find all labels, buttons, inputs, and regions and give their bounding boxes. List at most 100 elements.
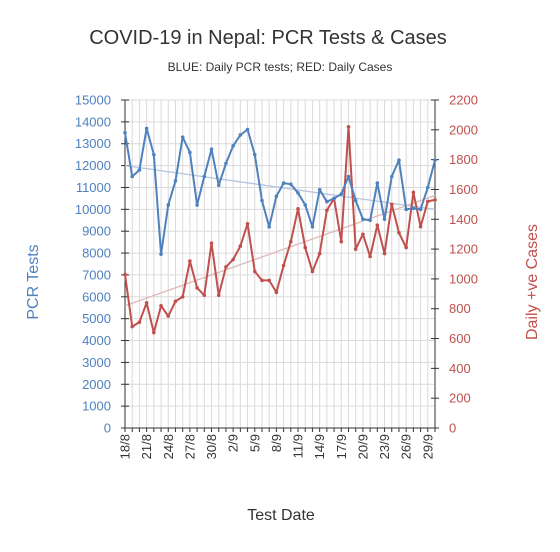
data-point-left: [238, 133, 243, 137]
x-axis-tick-label: 21/8: [139, 434, 154, 459]
left-axis-tick-label: 2000: [82, 377, 111, 392]
data-point-left: [325, 199, 329, 204]
data-point-left: [123, 131, 127, 135]
data-point-left: [433, 158, 437, 162]
right-axis-tick-label: 1800: [449, 152, 478, 167]
data-point-right: [260, 278, 264, 283]
data-point-right: [418, 224, 423, 229]
series-line-left: [124, 127, 436, 256]
data-point-right: [231, 257, 235, 262]
data-point-left: [209, 147, 214, 151]
x-axis-title: Test Date: [247, 507, 315, 524]
data-point-right: [274, 290, 279, 295]
data-point-right: [281, 263, 286, 268]
x-axis-tick-label: 23/9: [377, 434, 392, 459]
right-axis-tick-label: 1600: [449, 182, 478, 197]
data-point-right: [310, 269, 315, 274]
data-point-left: [317, 187, 322, 192]
x-axis-tick-label: 27/8: [182, 434, 197, 459]
data-point-left: [404, 207, 408, 212]
left-axis-tick-label: 11000: [76, 180, 111, 195]
x-axis-tick-label: 5/9: [247, 434, 262, 452]
data-point-left: [281, 181, 286, 185]
data-point-right: [361, 232, 365, 236]
data-point-right: [202, 293, 207, 298]
data-point-left: [137, 168, 142, 172]
data-point-left: [252, 152, 257, 157]
left-axis-tick-label: 15000: [75, 93, 111, 108]
right-axis-tick-label: 1400: [449, 212, 478, 227]
right-axis-title: Daily +ve Cases: [524, 224, 541, 340]
data-point-right: [317, 251, 322, 256]
data-point-left: [224, 161, 228, 166]
data-point-left: [173, 179, 178, 183]
x-axis-tick-label: 2/9: [226, 434, 241, 452]
data-point-left: [202, 174, 207, 179]
x-axis-tick-label: 14/9: [312, 434, 327, 459]
data-point-right: [296, 207, 300, 211]
data-point-left: [188, 150, 192, 155]
data-point-left: [245, 127, 250, 132]
data-point-right: [216, 293, 221, 298]
data-point-left: [425, 185, 430, 190]
data-point-right: [397, 230, 401, 235]
data-point-left: [296, 191, 300, 195]
x-axis-tick-label: 20/9: [355, 434, 370, 459]
right-axis-tick-label: 400: [449, 361, 471, 376]
data-point-right: [375, 223, 380, 228]
data-point-right: [137, 320, 142, 324]
data-point-left: [260, 198, 264, 203]
series-line-right: [124, 125, 436, 334]
data-point-left: [267, 225, 271, 229]
data-point-right: [252, 269, 257, 274]
right-axis-tick-label: 800: [449, 301, 471, 316]
data-point-left: [144, 126, 149, 131]
left-axis-tick-label: 1000: [82, 399, 111, 414]
data-point-right: [144, 300, 149, 305]
data-point-left: [274, 194, 279, 199]
data-point-left: [397, 158, 401, 162]
data-point-left: [130, 174, 135, 179]
data-point-left: [375, 181, 380, 185]
right-axis-tick-label: 1000: [449, 271, 478, 286]
data-point-right: [180, 295, 185, 299]
data-point-right: [389, 202, 394, 207]
data-point-right: [289, 239, 293, 244]
data-point-left: [231, 144, 235, 148]
data-point-right: [303, 245, 308, 250]
data-point-right: [238, 244, 243, 248]
left-axis-title: PCR Tests: [25, 244, 42, 319]
right-axis-tick-label: 200: [449, 391, 471, 406]
right-axis-tick-label: 600: [449, 331, 471, 346]
left-axis-tick-label: 14000: [75, 114, 111, 129]
left-axis-tick-label: 9000: [82, 224, 111, 239]
chart-subtitle: BLUE: Daily PCR tests; RED: Daily Cases: [168, 60, 393, 74]
data-point-right: [346, 125, 351, 129]
data-point-right: [173, 299, 178, 304]
data-point-right: [325, 208, 329, 213]
data-point-left: [346, 174, 351, 179]
data-point-right: [123, 272, 127, 277]
right-axis-tick-label: 2000: [449, 122, 478, 137]
left-axis-tick-label: 0: [104, 421, 111, 436]
data-point-left: [411, 206, 416, 211]
data-point-left: [310, 225, 315, 229]
data-point-right: [404, 245, 408, 250]
data-point-right: [224, 265, 228, 269]
data-point-left: [216, 183, 221, 188]
left-axis-tick-label: 4000: [82, 333, 111, 348]
data-point-left: [159, 252, 163, 256]
left-axis-tick-label: 13000: [75, 136, 111, 151]
data-point-left: [361, 217, 365, 221]
x-axis-tick-label: 30/8: [204, 434, 219, 459]
data-point-right: [368, 254, 372, 259]
data-point-right: [425, 199, 430, 204]
data-point-left: [353, 198, 358, 203]
plot-area: 0100020003000400050006000700080009000100…: [75, 93, 478, 460]
left-axis-tick-label: 8000: [82, 246, 111, 261]
data-point-left: [289, 182, 293, 186]
right-axis-tick-label: 2200: [449, 93, 478, 108]
x-axis-tick-label: 18/8: [118, 434, 133, 459]
data-point-left: [339, 192, 344, 196]
